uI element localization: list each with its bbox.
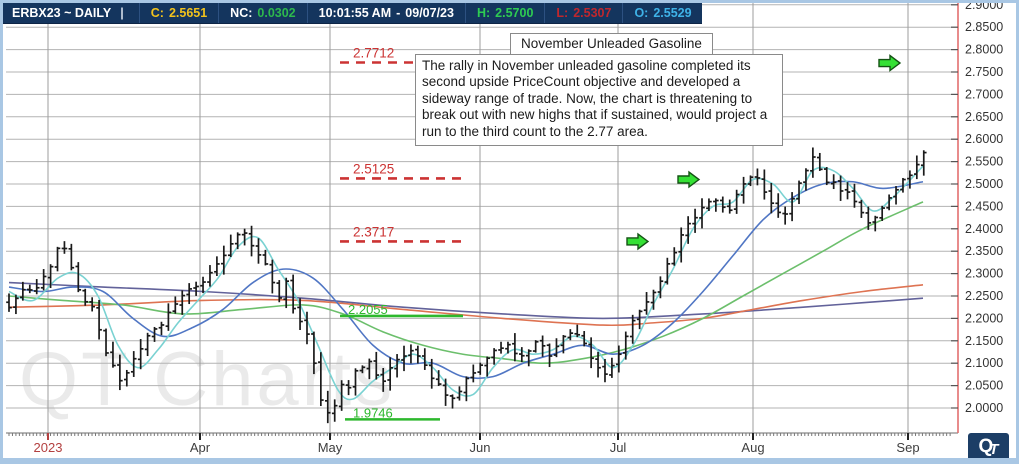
green-arrow-icon: [677, 170, 701, 189]
ma-medium: [8, 201, 924, 364]
y-axis-label: 2.5500: [965, 155, 1003, 169]
y-axis-label: 2.8500: [965, 20, 1003, 34]
support-levels: 2.2055 1.9746: [340, 302, 463, 421]
x-axis-label: Jun: [470, 440, 491, 455]
x-axis-label: May: [318, 440, 343, 455]
y-axis-label: 2.6500: [965, 110, 1003, 124]
y-axis-label: 2.3500: [965, 244, 1003, 258]
grid: [6, 3, 958, 433]
x-axis-label: Apr: [190, 440, 211, 455]
pipe-separator: |: [120, 5, 124, 20]
count-arrows: [626, 54, 902, 251]
y-axis-label: 2.5000: [965, 177, 1003, 191]
y-axis-label: 2.7500: [965, 65, 1003, 79]
annotation-title: November Unleaded Gasoline: [510, 33, 713, 55]
symbol-label: ERBX23 ~ DAILY |: [3, 3, 139, 23]
svg-text:QT Charts: QT Charts: [19, 337, 395, 422]
x-axis: 2023 Apr May Jun Jul Aug Sep: [6, 432, 958, 455]
y-axis-label: 2.4000: [965, 222, 1003, 236]
y-axis-label: 2.2000: [965, 311, 1003, 325]
x-axis-label: Jul: [610, 440, 627, 455]
qt-logo: Q T: [968, 433, 1009, 458]
y-axis-label: 2.6000: [965, 132, 1003, 146]
y-axis: 2.9000 2.8500 2.8000 2.7500 2.7000 2.6500 2.60…: [951, 3, 1003, 433]
y-axis-label: 2.1500: [965, 334, 1003, 348]
close-quote: C: 2.5651: [138, 3, 218, 23]
y-axis-label: 2.4500: [965, 199, 1003, 213]
x-axis-label: Sep: [896, 440, 919, 455]
y-axis-label: 2.2500: [965, 289, 1003, 303]
quote-bar: ERBX23 ~ DAILY | C: 2.5651 NC: 0.0302 10:…: [3, 3, 702, 24]
annotation-body: The rally in November unleaded gasoline …: [415, 54, 783, 147]
y-axis-label: 2.0000: [965, 401, 1003, 415]
pricecount-label: 2.5125: [353, 161, 394, 176]
pricecount-objectives: 2.7712 2.5125 2.3717: [340, 45, 461, 243]
ma-lines: [8, 165, 924, 401]
watermark: QT Charts: [19, 337, 395, 422]
ohlc-bars: [6, 147, 927, 424]
high-quote: H: 2.5700: [464, 3, 544, 23]
x-axis-label: Aug: [741, 440, 764, 455]
ma-slow: [8, 283, 924, 327]
time-date: 10:01:55 AM - 09/07/23: [306, 3, 465, 23]
y-axis-label: 2.0500: [965, 379, 1003, 393]
ma-fast: [8, 180, 924, 380]
y-axis-label: 2.9000: [965, 3, 1003, 12]
y-axis-label: 2.1000: [965, 356, 1003, 370]
y-axis-label: 2.7000: [965, 87, 1003, 101]
pricecount-label: 2.3717: [353, 224, 394, 239]
x-axis-label: 2023: [34, 440, 63, 455]
support-label: 2.2055: [348, 302, 388, 317]
price-chart[interactable]: QT Charts 2023 Apr May Jun Jul Aug Sep 2.9000 2.8…: [3, 3, 1019, 464]
low-quote: L: 2.5307: [544, 3, 622, 23]
green-arrow-icon: [626, 232, 650, 251]
open-quote: O: 2.5529: [622, 3, 702, 23]
y-axis-label: 2.8000: [965, 43, 1003, 57]
pricecount-label: 2.7712: [353, 45, 394, 60]
support-label: 1.9746: [353, 405, 393, 420]
ma-slowest: [8, 281, 924, 320]
green-arrow-icon: [878, 54, 902, 72]
y-axis-label: 2.3000: [965, 267, 1003, 281]
net-change-quote: NC: 0.0302: [218, 3, 306, 23]
